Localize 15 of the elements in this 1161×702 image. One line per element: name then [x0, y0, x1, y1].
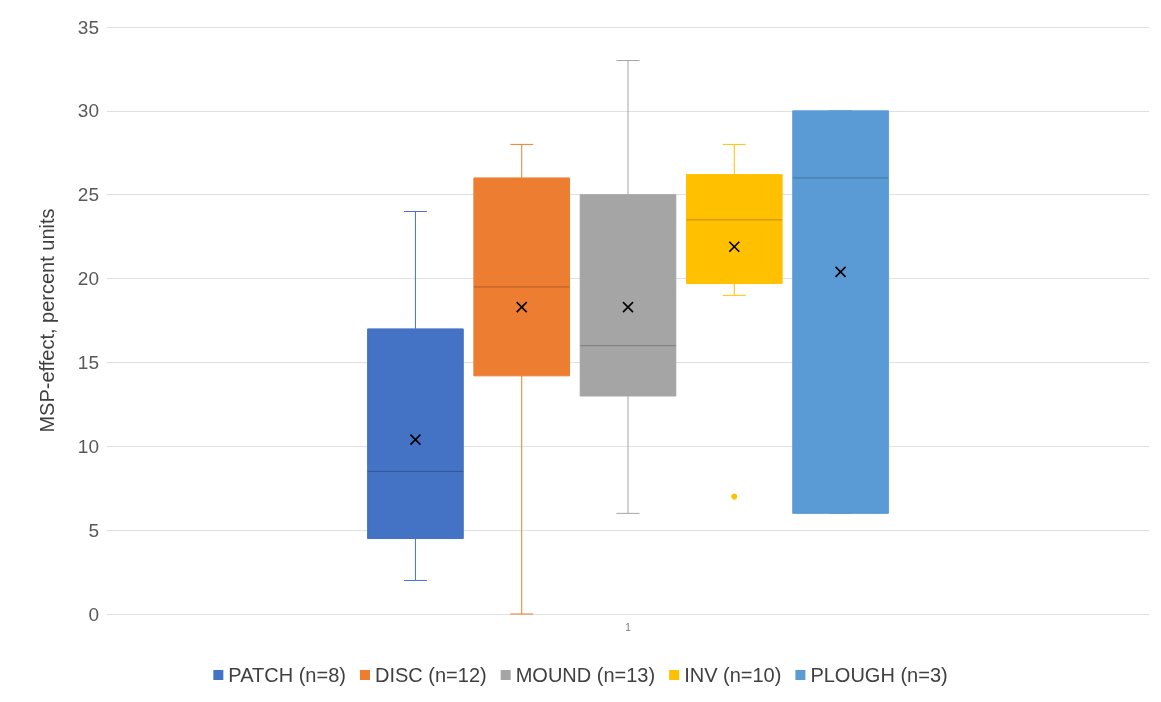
legend-label: DISC (n=12) [374, 664, 487, 686]
y-tick-label: 30 [77, 100, 99, 122]
y-axis-title: MSP-effect, percent units [36, 208, 58, 433]
y-tick-label: 35 [77, 16, 99, 38]
legend-label: PATCH (n=8) [228, 664, 346, 686]
y-tick-label: 10 [77, 435, 99, 457]
y-tick-label: 0 [88, 603, 99, 625]
legend-label: INV (n=10) [684, 664, 782, 686]
legend-label: PLOUGH (n=3) [810, 664, 948, 686]
y-tick-label: 5 [88, 519, 99, 541]
legend-label: MOUND (n=13) [515, 664, 656, 686]
y-tick-label: 25 [77, 184, 99, 206]
x-tick-label: 1 [625, 621, 632, 633]
y-tick-label: 20 [77, 268, 99, 290]
y-tick-label: 15 [77, 351, 99, 373]
